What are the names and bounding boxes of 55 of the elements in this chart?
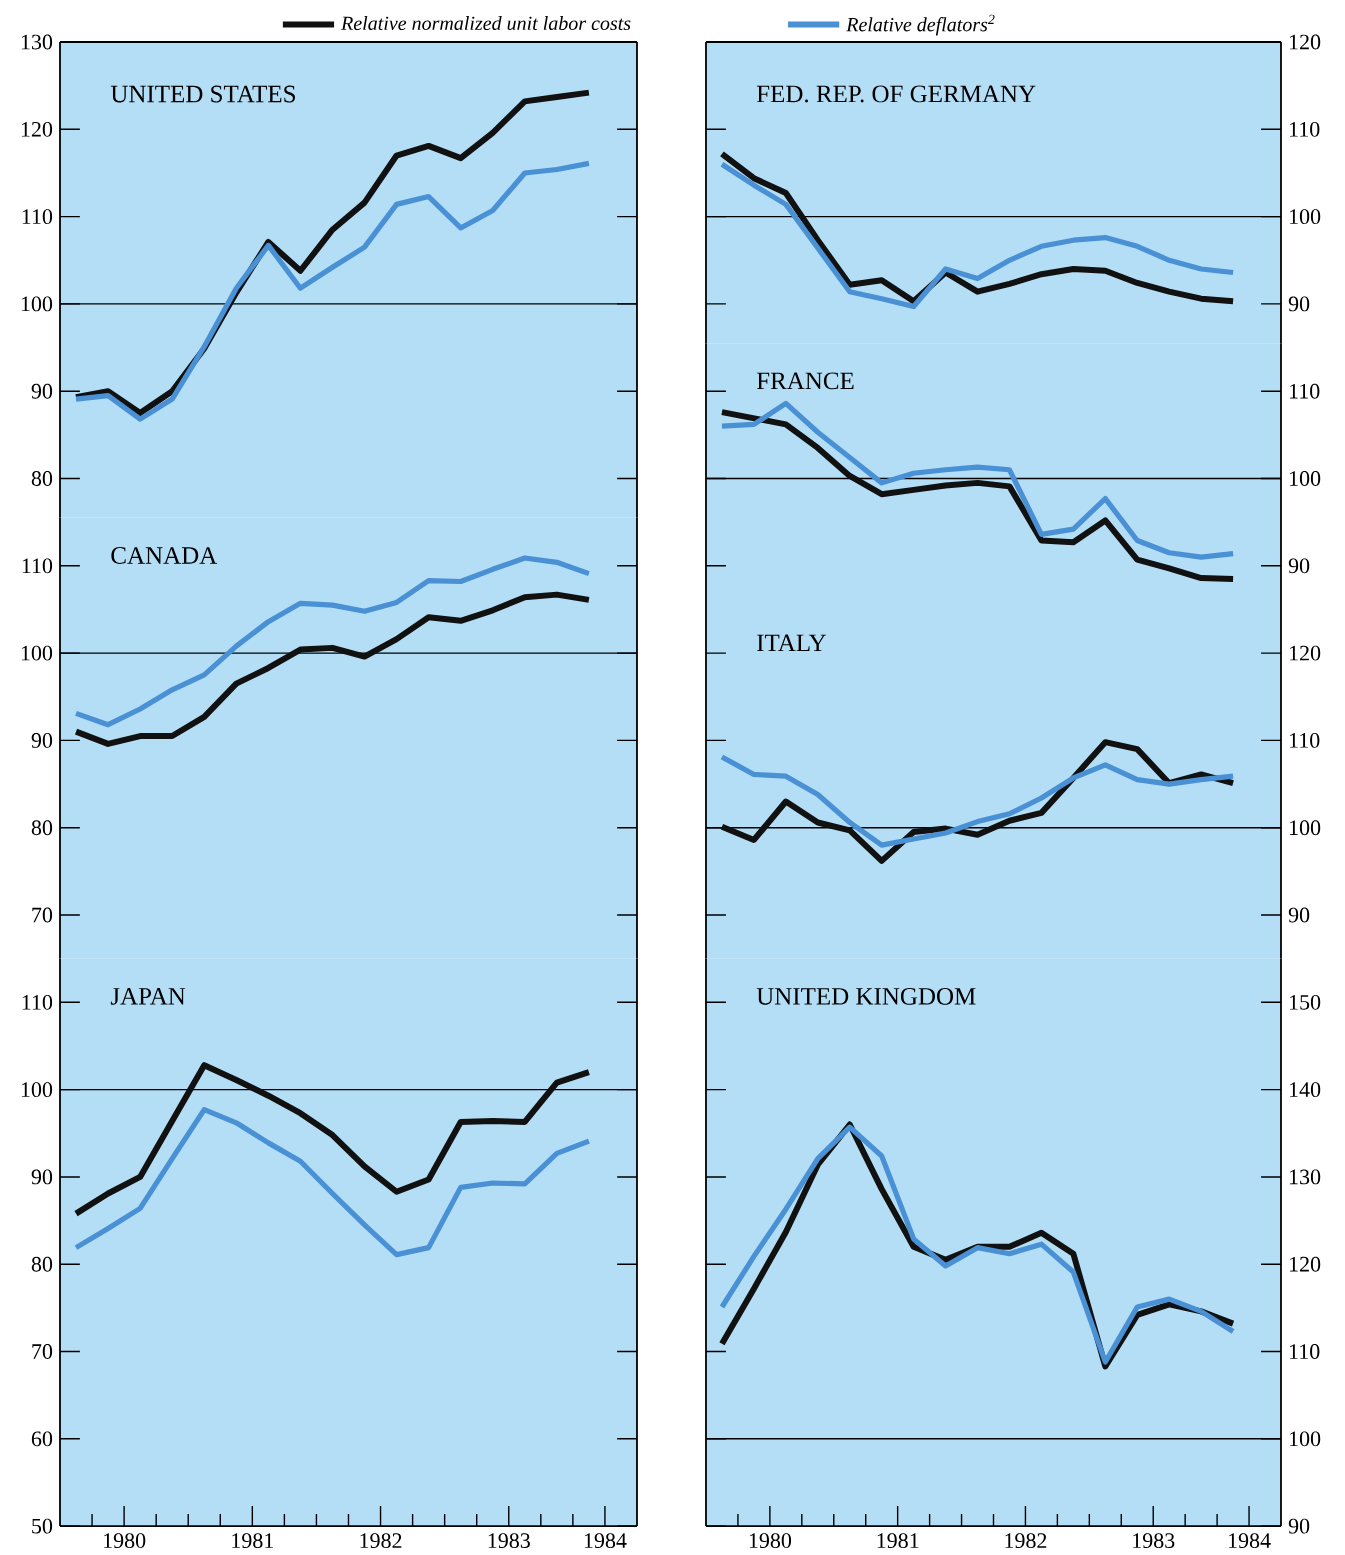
y-tick-label: 80 <box>31 820 53 836</box>
y-tick-label: 60 <box>31 1431 53 1447</box>
y-tick-label: 100 <box>21 645 53 661</box>
y-tick-label: 70 <box>32 907 53 923</box>
y-tick-label: 110 <box>1290 733 1320 748</box>
x-tick-label: 1982 <box>1005 1533 1047 1549</box>
x-tick-label: 1984 <box>1229 1533 1271 1549</box>
y-tick-label: 80 <box>31 1256 53 1272</box>
y-tick-label: 90 <box>1288 907 1310 923</box>
x-tick-label: 1984 <box>584 1533 627 1549</box>
text: FED. REP. OF GERMANY <box>756 85 1036 103</box>
y-tick-label: 100 <box>21 296 53 312</box>
text: UNITED STATES <box>110 85 295 103</box>
y-tick-label: 150 <box>1290 994 1321 1010</box>
y-tick-label: 100 <box>1290 471 1321 486</box>
y-tick-label: 110 <box>1290 121 1320 137</box>
x-tick-label: 1981 <box>232 1533 273 1549</box>
y-tick-label: 90 <box>31 1169 53 1185</box>
x-tick-label: 1981 <box>877 1533 919 1549</box>
y-tick-label: 90 <box>1288 558 1310 574</box>
y-tick-label: 140 <box>1290 1082 1321 1098</box>
y-tick-label: 90 <box>31 383 53 399</box>
y-tick-label: 90 <box>1288 296 1310 312</box>
y-tick-label: 100 <box>1290 820 1321 836</box>
y-tick-label: 130 <box>21 34 53 50</box>
text: JAPAN <box>110 988 186 1005</box>
y-tick-label: 120 <box>21 121 53 137</box>
y-tick-label: 70 <box>32 1344 53 1359</box>
y-tick-label: 80 <box>31 471 53 486</box>
y-tick-label: 100 <box>21 1082 53 1098</box>
y-tick-label: 50 <box>32 1518 53 1534</box>
text: Relative deflators$^{2}$ <box>846 14 995 36</box>
y-tick-label: 110 <box>22 994 53 1010</box>
x-tick-label: 1980 <box>749 1533 792 1549</box>
y-tick-label: 110 <box>1290 1344 1320 1359</box>
x-tick-label: 1980 <box>104 1533 146 1549</box>
y-tick-label: 90 <box>31 733 53 748</box>
y-tick-label: 100 <box>1290 1431 1321 1447</box>
y-tick-label: 110 <box>1290 383 1320 399</box>
x-tick-label: 1983 <box>1133 1533 1175 1549</box>
y-tick-label: 110 <box>22 558 53 574</box>
text: UNITED KINGDOM <box>756 987 976 1005</box>
y-tick-label: 120 <box>1290 1256 1321 1272</box>
y-tick-label: 130 <box>1290 1169 1321 1185</box>
y-tick-label: 90 <box>1288 1518 1310 1534</box>
x-tick-label: 1983 <box>488 1533 530 1549</box>
text: CANADA <box>111 547 218 564</box>
text: FRANCE <box>756 372 854 390</box>
legend-label: Relative normalized unit labor costs <box>340 15 631 31</box>
y-tick-label: 110 <box>22 209 53 225</box>
y-tick-label: 120 <box>1290 34 1321 50</box>
x-tick-label: 1982 <box>360 1533 402 1549</box>
text: ITALY <box>757 634 827 652</box>
y-tick-label: 120 <box>1290 645 1321 661</box>
y-tick-label: 100 <box>1290 209 1321 225</box>
